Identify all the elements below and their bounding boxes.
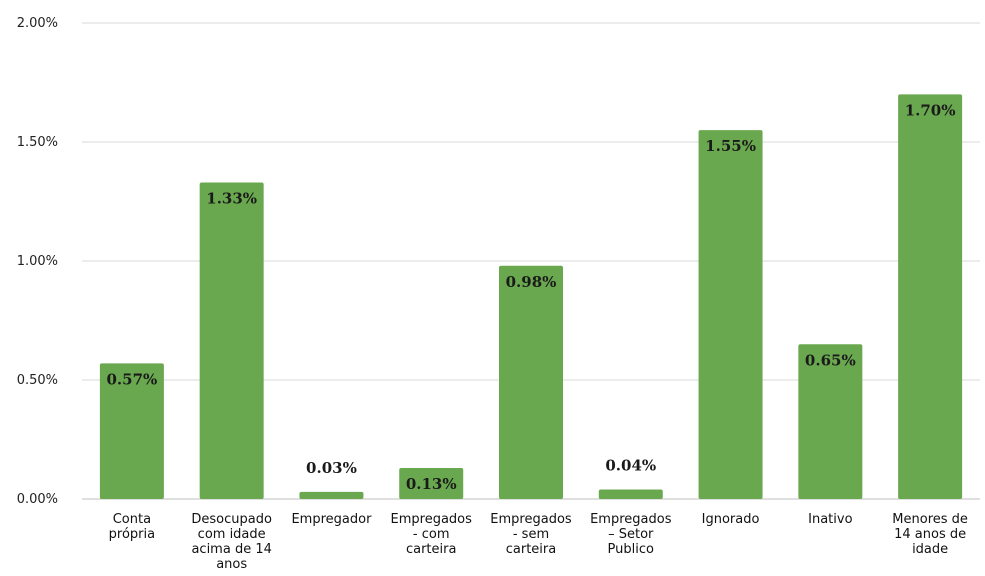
bar [299,491,364,499]
category-label: anos [216,557,247,572]
category-label: – Setor [608,527,654,542]
category-label: própria [109,527,155,542]
category-label: - com [413,527,450,542]
bar [898,94,963,500]
bar [698,130,763,499]
data-label: 0.13% [406,475,457,493]
category-label: Menores de [892,512,968,527]
category-label: Ignorado [702,512,760,527]
data-label: 0.98% [506,273,557,291]
bar [99,363,164,499]
category-label: - sem [513,527,549,542]
bars [99,94,963,500]
category-label: Empregados [590,512,672,527]
category-label: Publico [608,542,654,557]
category-label: Desocupado [191,512,272,527]
y-axis-tick-labels: 0.00% 0.50% 1.00% 1.50% 2.00% [17,16,58,507]
category-label: Empregados [391,512,473,527]
data-labels: 0.57% 1.33% 0.03% 0.13% 0.98% 0.04% 1.55% 0.65%… [106,101,955,493]
category-label: com idade [198,527,266,542]
category-label: carteira [506,542,556,557]
y-tick-label: 0.00% [17,492,58,507]
category-label: carteira [406,542,456,557]
bar [399,468,464,499]
category-label: idade [912,542,948,557]
data-label: 0.04% [605,456,656,474]
y-tick-label: 0.50% [17,373,58,388]
category-label: Inativo [808,512,852,527]
bar [199,182,264,499]
data-label: 0.03% [306,459,357,477]
category-label: 14 anos de [894,527,966,542]
data-label: 1.33% [206,189,257,207]
data-label: 1.55% [705,137,756,155]
category-label: acima de 14 [191,542,271,557]
category-label: Conta [113,512,151,527]
data-label: 0.65% [805,351,856,369]
data-label: 0.57% [106,370,157,388]
bar [499,265,563,499]
y-tick-label: 1.50% [17,135,58,150]
data-label: 1.70% [905,101,956,119]
y-tick-label: 1.00% [17,254,58,269]
bar [598,489,663,499]
category-label: Empregados [490,512,572,527]
category-label: Empregador [291,512,372,527]
y-tick-label: 2.00% [17,16,58,31]
bar [798,344,863,499]
